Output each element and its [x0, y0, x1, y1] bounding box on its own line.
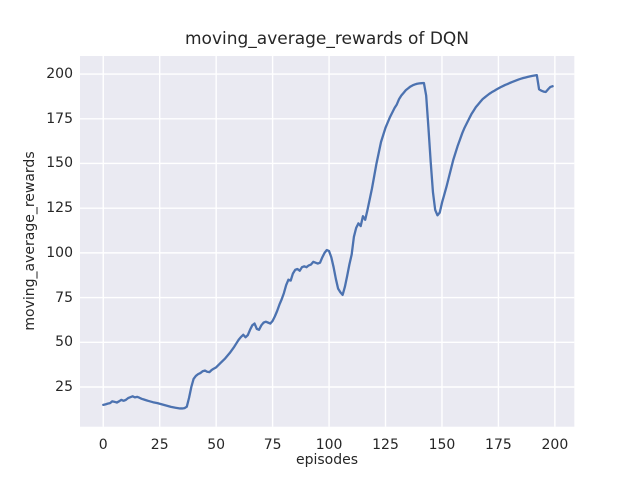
y-tick-label: 150 [46, 155, 73, 172]
x-axis-label: episodes [295, 452, 359, 468]
y-tick-label: 25 [55, 379, 73, 395]
y-tick-label: 100 [46, 244, 73, 261]
plot-panel [80, 56, 575, 427]
x-tick-label: 150 [428, 437, 456, 453]
data-line [102, 73, 554, 410]
y-axis-label: moving_average_rewards [22, 151, 38, 331]
y-tick-label: 200 [46, 66, 73, 83]
x-tick-label: 175 [485, 437, 512, 453]
y-tick-label: 75 [55, 289, 73, 306]
y-tick-label: 125 [46, 200, 73, 217]
x-tick-label: 100 [315, 437, 343, 453]
x-tick-label: 25 [150, 437, 169, 453]
x-tick-label: 125 [372, 437, 399, 453]
y-tick-label: 175 [46, 110, 73, 127]
x-tick-label: 0 [98, 437, 108, 453]
x-tick-label: 200 [541, 437, 569, 453]
x-tick-label: 75 [263, 437, 282, 453]
x-tick-label: 50 [207, 437, 226, 453]
y-tick-label: 50 [55, 334, 73, 351]
chart-title: moving_average_rewards of DQN [184, 29, 470, 49]
